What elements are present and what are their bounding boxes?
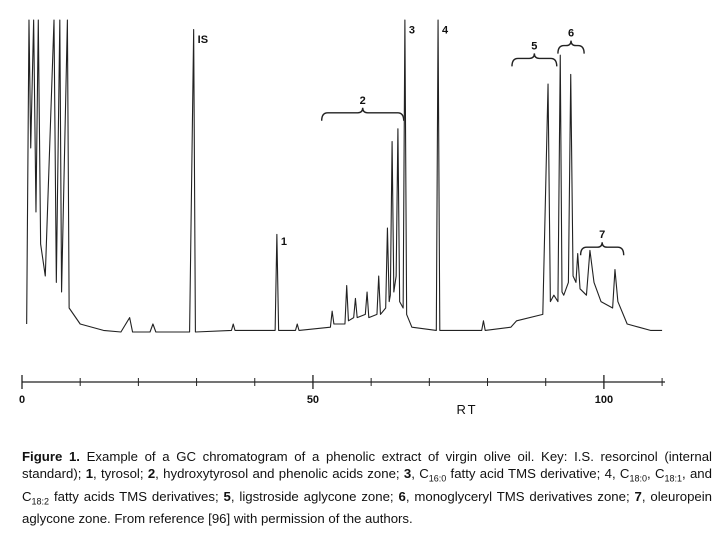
figure-caption: Figure 1. Example of a GC chromatogram o… — [22, 448, 712, 527]
zone-bracket — [557, 40, 585, 54]
zone-bracket — [320, 107, 405, 121]
caption-run: , and C — [22, 466, 712, 504]
caption-run: , hydroxytyrosol and phenolic acids zone… — [155, 466, 404, 481]
chart: RT 0 50 100 IS 1 3 4 2 5 6 7 — [19, 19, 665, 417]
caption-run: , C — [646, 466, 665, 481]
caption-run: 5 — [223, 488, 231, 504]
peak-label: IS — [198, 34, 208, 46]
caption-run: , oleuropein aglycone zone. From referen… — [22, 488, 713, 527]
zone-label: 5 — [531, 40, 537, 52]
peak-label: 4 — [442, 25, 449, 37]
caption-run: fatty acid TMS derivative; 4, C — [446, 466, 630, 481]
caption-run: Example of a GC chromatogram of a phenol… — [22, 449, 712, 481]
zone-label: 2 — [360, 95, 366, 107]
caption-run: 16:0 — [428, 473, 447, 484]
caption-run: , C — [411, 466, 429, 481]
zone-bracket — [511, 53, 558, 67]
caption-run: , tyrosol; — [93, 466, 148, 481]
caption-run: 3 — [403, 466, 412, 481]
x-tick-label: 0 — [19, 394, 25, 406]
caption-run: fatty acids TMS derivatives; — [49, 488, 224, 504]
zone-bracket — [579, 242, 625, 256]
x-tick-label: 100 — [595, 394, 613, 406]
caption-run: , ligstroside aglycone zone; — [230, 488, 399, 504]
caption-run: , monoglyceryl TMS derivatives zone; — [405, 488, 635, 504]
caption-run: 2 — [147, 466, 156, 481]
x-tick-label: 50 — [307, 394, 319, 406]
caption-run: 1 — [85, 466, 94, 481]
caption-run: 18:0 — [629, 473, 647, 484]
chromatogram-trace — [26, 19, 663, 333]
caption-run: 18:1 — [664, 473, 682, 484]
peak-label: 1 — [281, 236, 287, 248]
caption-run: 6 — [398, 488, 406, 504]
caption-run: 7 — [634, 488, 642, 504]
zone-label: 7 — [599, 229, 605, 241]
x-axis-label: RT — [456, 402, 477, 417]
zone-label: 6 — [568, 28, 574, 40]
peak-label: 3 — [409, 25, 415, 37]
caption-run: Figure 1. — [22, 449, 80, 464]
caption-run: 18:2 — [31, 496, 50, 507]
